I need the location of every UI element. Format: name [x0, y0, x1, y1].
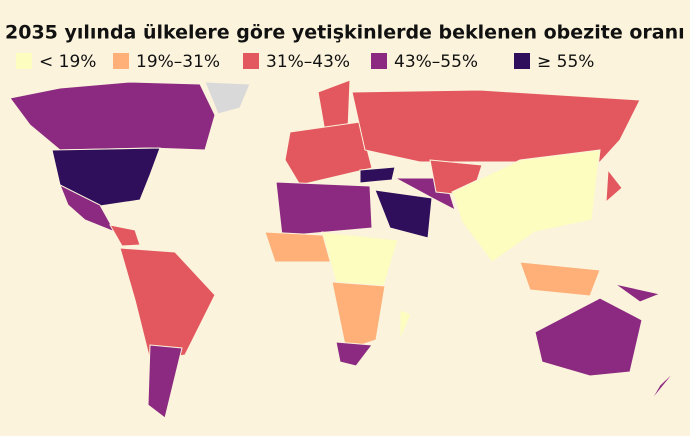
region-argentina-chile — [147, 344, 183, 419]
region-southeast-asia — [519, 261, 601, 297]
region-north-africa — [275, 181, 373, 237]
legend-swatch — [514, 53, 530, 69]
legend-label: ≥ 55% — [537, 52, 594, 72]
legend-swatch — [371, 53, 387, 69]
legend-label: 31%–43% — [266, 52, 350, 72]
title: 2035 yılında ülkelere göre yetişkinlerde… — [5, 22, 685, 44]
region-greenland — [204, 81, 251, 115]
region-south-africa — [335, 341, 373, 367]
region-russia — [351, 89, 641, 163]
region-turkey — [359, 166, 396, 184]
region-south-america — [119, 247, 216, 361]
legend-label: 19%–31% — [136, 52, 220, 72]
region-papua — [614, 283, 662, 303]
region-japan — [605, 168, 623, 204]
legend-swatch — [16, 53, 32, 69]
region-madagascar — [399, 309, 412, 341]
legend: < 19% 19%–31% 31%–43% 43%–55% ≥ 55% — [16, 52, 594, 72]
legend-label: < 19% — [39, 52, 96, 72]
region-arabia — [374, 189, 433, 239]
region-europe — [284, 121, 373, 186]
region-australia — [534, 297, 643, 377]
region-new-zealand — [649, 369, 677, 403]
region-canada — [9, 81, 216, 151]
legend-label: 43%–55% — [394, 52, 478, 72]
region-southern-africa — [331, 281, 386, 351]
legend-swatch — [113, 53, 129, 69]
world-map — [9, 79, 677, 419]
region-asia — [451, 149, 601, 263]
region-central-america — [109, 224, 141, 247]
legend-swatch — [243, 53, 259, 69]
region-mexico — [59, 183, 117, 233]
